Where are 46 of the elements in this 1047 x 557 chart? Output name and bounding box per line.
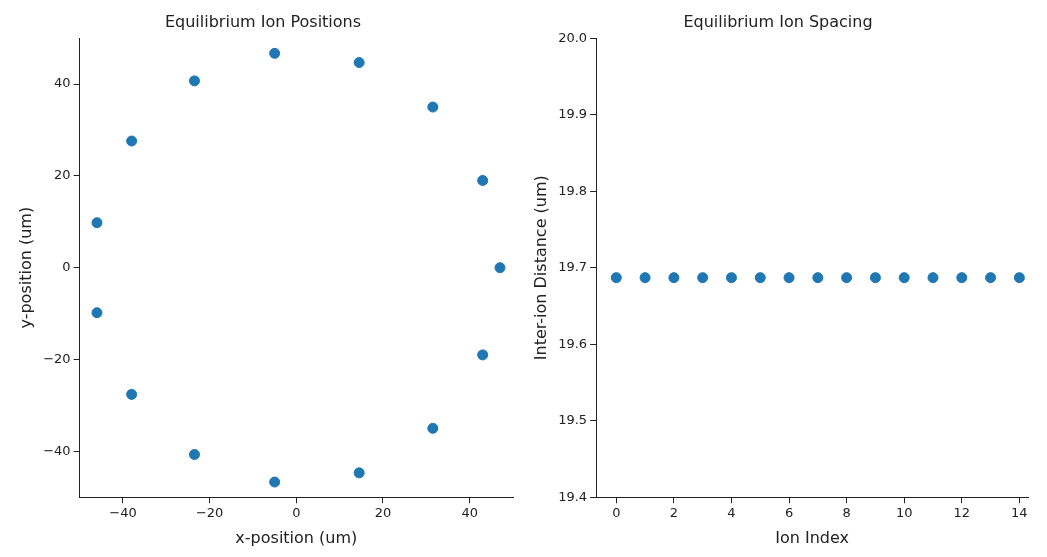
- x-tick-label: 12: [953, 505, 971, 521]
- x-tick-label: 0: [612, 505, 621, 521]
- x-axis-title: x-position (um): [235, 527, 358, 547]
- point: [188, 449, 200, 461]
- x-tick-label: 4: [727, 505, 736, 521]
- point: [188, 75, 200, 87]
- point: [126, 135, 138, 147]
- x-tick-label: 0: [292, 505, 301, 521]
- x-tick-label: −40: [109, 505, 137, 521]
- point: [477, 349, 489, 361]
- point: [427, 422, 439, 434]
- chart-title: Equilibrium Ion Spacing: [683, 11, 873, 31]
- y-tick-label: −20: [43, 350, 71, 366]
- y-tick-label: 19.7: [558, 259, 588, 275]
- x-tick-label: 8: [842, 505, 851, 521]
- y-tick-label: 19.6: [558, 335, 588, 351]
- x-tick-label: −20: [195, 505, 224, 521]
- x-tick-label: 14: [1011, 505, 1028, 521]
- point: [126, 388, 138, 400]
- y-tick-label: 19.4: [558, 488, 588, 504]
- point: [353, 467, 365, 479]
- x-tick-label: 20: [374, 505, 392, 521]
- point: [269, 47, 281, 59]
- y-tick-label: 20: [54, 167, 71, 183]
- y-axis-title: Inter-ion Distance (um): [530, 175, 550, 361]
- chart-title: Equilibrium Ion Positions: [164, 11, 362, 31]
- x-tick-label: 2: [669, 505, 679, 521]
- point: [427, 101, 439, 113]
- y-tick-label: 40: [54, 75, 71, 91]
- y-tick-label: 0: [62, 259, 71, 275]
- y-tick-label: 19.8: [558, 182, 588, 198]
- x-tick-label: 10: [895, 505, 913, 521]
- x-axis-title: Ion Index: [775, 527, 849, 547]
- point: [91, 217, 103, 229]
- y-axis-title: y-position (um): [15, 206, 35, 329]
- x-tick-label: 6: [784, 505, 794, 521]
- y-tick-label: −40: [43, 442, 71, 458]
- y-tick-label: 19.9: [558, 106, 588, 122]
- point: [477, 174, 489, 186]
- point: [269, 476, 281, 488]
- x-tick-label: 40: [461, 505, 478, 521]
- point: [353, 57, 365, 69]
- y-tick-label: 20.0: [558, 29, 588, 45]
- point: [494, 262, 506, 274]
- y-tick-label: 19.5: [558, 412, 588, 428]
- point: [91, 307, 103, 319]
